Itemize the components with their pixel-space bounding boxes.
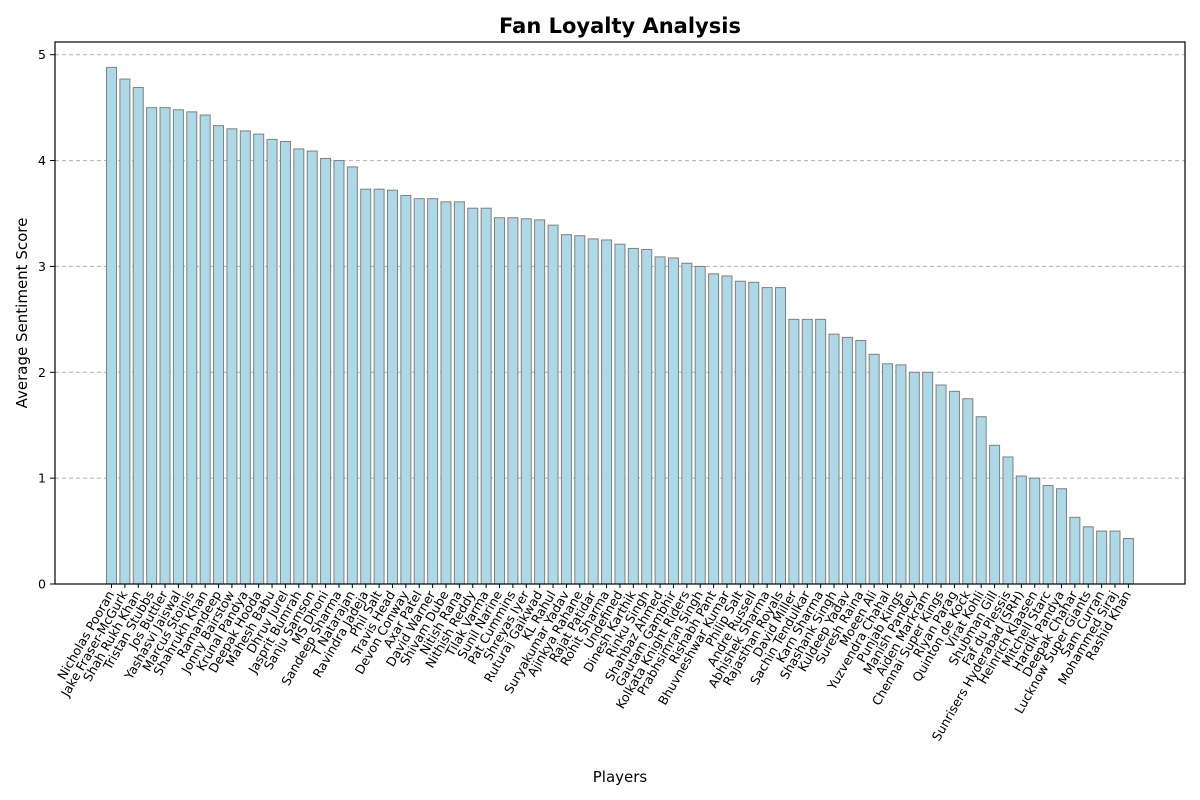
bar [989,444,1001,585]
bar [667,257,679,585]
bar [534,219,546,585]
chart-title: Fan Loyalty Analysis [499,14,741,38]
bar [266,138,278,585]
bars [106,66,1134,585]
bar [427,198,439,585]
bar [788,318,800,585]
bar [467,207,479,585]
bar [681,262,693,585]
x-axis-label: Players [593,768,648,786]
bar [1109,530,1121,585]
bar [627,247,639,585]
bar [213,125,225,585]
bar [333,160,345,585]
bar [855,340,867,585]
bar [654,256,666,585]
bar [601,239,613,585]
bar [734,280,746,585]
bar [520,218,532,585]
bar [908,371,920,585]
bar [721,275,733,585]
bar [440,201,452,585]
bar [400,194,412,585]
y-tick-label: 2 [38,365,46,380]
bar [373,188,385,585]
bar [828,333,840,585]
bar [708,273,720,585]
bar [547,224,559,585]
bar [146,107,158,585]
bar [386,189,398,585]
bar [226,128,238,585]
bar [1055,488,1067,585]
bar [119,78,131,585]
bar [507,217,519,585]
bar [815,318,827,585]
y-axis-label: Average Sentiment Score [13,218,31,409]
bar [587,238,599,585]
bar [841,336,853,585]
bar [453,201,465,585]
bar [306,150,318,585]
bar [574,235,586,585]
bar [868,353,880,585]
y-tick-label: 4 [38,153,46,168]
bar [253,133,265,585]
bar [132,87,144,585]
bar [1015,475,1027,585]
bar [761,287,773,585]
bar [360,188,372,585]
bar [922,371,934,585]
bar [641,248,653,585]
bar [320,157,332,585]
bar [975,416,987,585]
bar [801,318,813,585]
bar [199,114,211,585]
bar [413,198,425,585]
bar [614,243,626,585]
bar [882,363,894,585]
y-tick-label: 1 [38,471,46,486]
y-axis-ticks: 0 1 2 3 4 5 [38,47,55,592]
bar [106,66,117,585]
bar [748,281,760,585]
y-tick-label: 5 [38,47,46,62]
bar [694,265,706,585]
bar [1082,526,1094,585]
bar [159,107,171,585]
bar [279,141,291,585]
bar [186,111,198,585]
bar [895,364,907,585]
bar [1122,537,1134,585]
bar [1042,485,1054,585]
bar [172,109,184,585]
bar [962,398,974,585]
y-tick-label: 0 [38,577,46,592]
bar [1096,530,1108,585]
bar [935,384,947,585]
y-tick-label: 3 [38,259,46,274]
bar [948,390,960,585]
bar [560,234,572,585]
bar [293,148,305,585]
bar [1069,516,1081,585]
bar [346,166,358,585]
bar [239,130,251,585]
bar [480,207,492,585]
bar [1029,477,1041,585]
bar [775,287,786,585]
bar [1002,456,1014,585]
bar [494,217,506,585]
